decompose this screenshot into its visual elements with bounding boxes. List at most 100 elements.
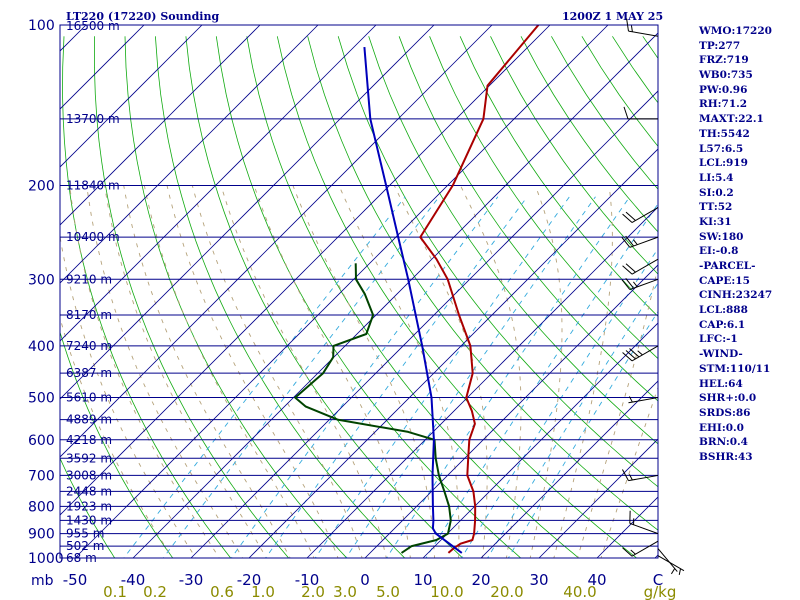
wind-barb-half-flag xyxy=(670,568,676,575)
wind-barb-half-flag xyxy=(630,25,633,32)
wind-barb-flag xyxy=(625,235,634,247)
height-label: 2448 m xyxy=(66,484,112,498)
chart-grid xyxy=(60,25,658,558)
height-label: 9210 m xyxy=(66,272,112,286)
temperature-unit-label: C xyxy=(653,571,663,589)
wind-barb-staff xyxy=(629,278,659,291)
isotherm xyxy=(60,25,203,168)
wind-barb-flag xyxy=(625,263,636,273)
index-entry: KI:31 xyxy=(699,215,732,228)
wind-barb-flag xyxy=(622,547,633,557)
pressure-label: 800 xyxy=(28,499,55,515)
pressure-label: 400 xyxy=(28,339,55,355)
moist-adiabat xyxy=(253,185,411,558)
wind-barb-flag xyxy=(623,106,629,120)
temperature-tick-label: 10 xyxy=(413,571,432,589)
index-entry: EHI:0.0 xyxy=(699,421,744,434)
wind-barb-staff xyxy=(631,207,659,223)
mixing-ratio-tick-label: 0.1 xyxy=(103,583,127,600)
dry-adiabat xyxy=(276,36,638,558)
index-entry: LCL:888 xyxy=(699,304,748,317)
wind-barb-staff xyxy=(629,522,659,535)
wind-barbs xyxy=(621,18,685,575)
isotherm xyxy=(248,148,658,558)
height-label: 3592 m xyxy=(66,451,112,465)
wind-barb-staff xyxy=(628,30,659,37)
index-entry: SHR+:0.0 xyxy=(699,392,757,405)
dry-adiabat xyxy=(337,36,658,488)
temperature-tick-label: 0 xyxy=(360,571,370,589)
index-entry: WMO:17220 xyxy=(699,25,772,37)
pressure-label: 500 xyxy=(28,391,55,407)
moist-adiabat xyxy=(292,185,435,558)
height-label: 6387 m xyxy=(66,366,112,380)
index-entry: BSHR:43 xyxy=(699,450,753,463)
height-label: 502 m xyxy=(66,539,104,553)
index-entry: LI:5.4 xyxy=(699,171,734,184)
isotherm xyxy=(306,206,658,558)
moist-adiabat xyxy=(86,185,244,558)
isotherm xyxy=(132,32,658,558)
moist-adiabat xyxy=(529,185,563,558)
wind-barb-half-flag xyxy=(678,568,682,575)
chart-subtitle: 1200Z 1 MAY 25 xyxy=(562,10,664,23)
temperature-tick-label: -40 xyxy=(121,571,146,589)
isotherm xyxy=(538,438,658,558)
temperature-tick-label: -50 xyxy=(63,571,88,589)
height-label: 7240 m xyxy=(66,339,112,353)
height-label: 4218 m xyxy=(66,433,112,447)
dry-adiabat xyxy=(124,36,348,558)
index-entry: SW:180 xyxy=(699,230,744,243)
height-label: 68 m xyxy=(66,551,97,565)
mixing-ratio-line xyxy=(314,196,570,558)
height-label: 955 m xyxy=(66,527,104,541)
isotherm xyxy=(60,25,377,342)
dry-adiabat xyxy=(60,457,116,558)
height-label: 10400 m xyxy=(66,230,120,244)
index-entry: LFC:-1 xyxy=(699,333,738,346)
dry-adiabat xyxy=(398,36,658,402)
isotherm xyxy=(60,25,435,400)
mixing-ratio-tick-label: 5.0 xyxy=(376,583,400,600)
wind-barb-flag xyxy=(622,213,633,223)
wind-barb xyxy=(628,396,659,404)
mixing-ratio-tick-label: 10.0 xyxy=(430,583,463,600)
pressure-label: 100 xyxy=(28,18,55,34)
height-label: 8170 m xyxy=(66,308,112,322)
plot-frame xyxy=(59,24,659,559)
index-entry: WB0:735 xyxy=(699,69,753,82)
moist-adiabat xyxy=(60,233,197,558)
isotherm xyxy=(190,90,658,558)
wind-barb-flag xyxy=(625,350,636,360)
moist-adiabat xyxy=(191,185,363,558)
dry-adiabat xyxy=(155,36,406,558)
temperature-tick-label: -20 xyxy=(237,571,262,589)
height-label: 1430 m xyxy=(66,513,112,527)
index-entry: RH:71.2 xyxy=(699,98,748,111)
mixing-ratio-tick-label: 20.0 xyxy=(490,583,523,600)
mixing-ratio-tick-label: 0.2 xyxy=(143,583,167,600)
mixing-ratio-tick-label: 0.6 xyxy=(210,583,234,600)
mixing-ratio-tick-label: 40.0 xyxy=(563,583,596,600)
wind-barb-flag xyxy=(621,279,631,290)
index-entry: HEL:64 xyxy=(699,377,743,390)
wind-barb-staff xyxy=(631,540,659,557)
parcel-line xyxy=(363,47,463,554)
dry-adiabat xyxy=(368,36,658,445)
mixing-ratio-line xyxy=(460,247,658,558)
pressure-label: 1000 xyxy=(28,551,64,567)
index-entry: CAP:6.1 xyxy=(699,318,746,331)
wind-barb xyxy=(621,277,659,291)
index-entry: SI:0.2 xyxy=(699,186,734,199)
moist-adiabat xyxy=(143,185,315,558)
wind-barb-flag xyxy=(621,469,629,481)
moist-adiabat xyxy=(69,185,220,558)
wind-barb xyxy=(621,235,659,248)
isotherm xyxy=(74,25,609,558)
index-entry: CINH:23247 xyxy=(699,289,773,302)
moist-adiabat xyxy=(166,185,339,558)
wind-barb-flag xyxy=(629,348,640,358)
mixing-ratio-tick-label: 1.0 xyxy=(251,583,275,600)
mixing-ratio-unit-label: g/kg xyxy=(644,583,677,600)
wind-barb-half-flag xyxy=(630,549,636,555)
